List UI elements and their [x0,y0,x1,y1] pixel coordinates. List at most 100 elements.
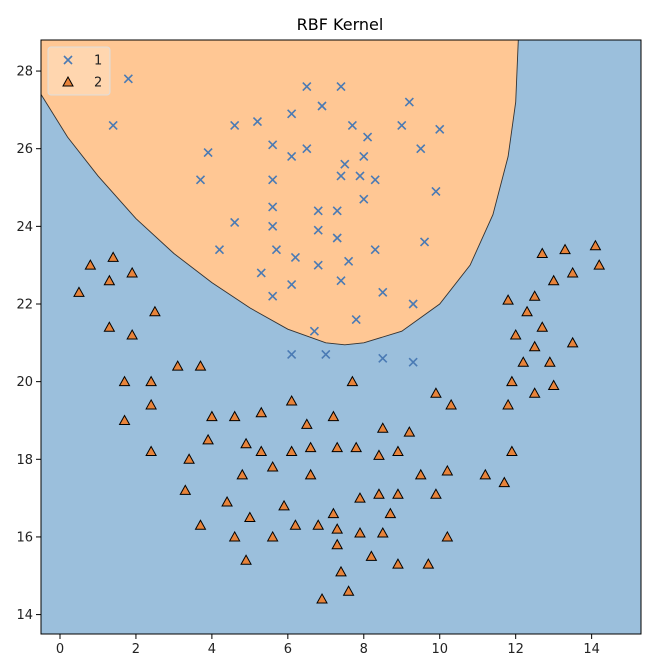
point-class-2 [316,593,328,604]
x-axis: 0 2 4 6 8 10 12 14 [56,634,600,657]
y-tick-label: 26 [16,142,33,157]
x-tick-label: 12 [507,642,524,657]
point-class-1 [268,291,278,301]
point-class-2 [312,519,325,530]
point-class-1 [321,349,331,360]
point-class-1 [313,225,323,235]
point-class-2 [479,468,492,480]
point-class-1 [332,206,342,216]
point-class-2 [118,414,131,425]
point-class-2 [521,305,533,317]
legend: 12 [47,46,111,96]
point-class-2 [441,464,454,476]
point-class-2 [73,286,85,297]
point-class-2 [528,340,541,352]
point-class-1 [344,256,354,266]
point-class-1 [359,151,369,162]
point-class-1 [256,268,266,278]
point-class-2 [506,445,518,457]
point-class-1 [404,97,414,107]
plot-frame [40,39,642,635]
point-class-1 [287,109,297,119]
point-class-2 [593,259,606,270]
point-class-1 [313,260,323,270]
point-class-2 [278,499,290,511]
point-class-2 [331,538,344,550]
point-class-1 [378,287,388,297]
y-tick-label: 18 [16,453,33,468]
point-class-2 [285,445,298,457]
point-class-1 [355,171,365,181]
point-class-2 [244,511,256,523]
point-class-2 [384,507,397,519]
point-class-2 [194,360,207,371]
point-class-1 [347,120,357,130]
point-class-1 [268,202,278,212]
point-class-1 [108,120,118,130]
point-class-1 [252,116,263,127]
point-class-1 [416,144,426,154]
point-class-2 [240,437,252,449]
y-tick-label: 20 [16,375,33,390]
point-class-2 [126,266,138,278]
point-class-2 [285,395,298,406]
legend-marker-1 [63,55,73,65]
point-class-1 [336,171,346,181]
point-class-1 [340,159,350,169]
point-class-1 [351,314,361,325]
decision-region-class-1 [41,40,519,345]
point-class-2 [403,426,416,437]
point-class-2 [517,356,530,367]
point-class-2 [335,565,347,577]
point-class-2 [509,329,522,340]
point-class-2 [414,468,427,480]
point-class-2 [506,375,518,387]
point-class-2 [528,290,541,301]
plot-area [41,40,641,634]
point-class-1 [317,101,327,111]
point-class-1 [230,120,240,130]
point-class-2 [422,558,435,569]
point-class-2 [331,441,344,453]
point-class-2 [236,468,249,480]
point-class-2 [194,519,207,530]
point-class-1 [230,217,240,228]
point-class-2 [221,495,233,507]
point-class-2 [327,410,340,422]
point-class-2 [183,453,195,464]
legend-label: 1 [94,54,102,69]
point-class-1 [302,82,312,92]
x-tick-label: 0 [56,642,64,657]
point-class-2 [145,375,157,387]
point-class-2 [430,488,442,499]
point-class-1 [370,175,380,185]
point-class-2 [445,398,457,410]
point-class-2 [145,445,157,457]
point-class-2 [145,398,157,410]
point-class-2 [327,507,340,519]
point-class-1 [268,140,278,150]
point-class-2 [171,360,184,371]
legend-marker-2 [62,75,74,87]
point-class-2 [304,441,317,453]
point-class-1 [336,276,346,286]
point-class-1 [214,245,225,255]
point-class-1 [408,299,418,309]
y-tick-label: 16 [16,530,33,545]
point-class-2 [373,449,385,460]
point-class-2 [289,519,302,530]
point-class-2 [107,251,120,262]
point-class-2 [103,321,116,332]
point-class-1 [370,245,380,255]
point-class-1 [271,245,282,255]
point-class-2 [346,375,359,387]
point-class-2 [354,492,366,503]
point-class-1 [309,326,319,336]
point-class-2 [84,259,97,270]
point-class-1 [203,148,213,158]
point-class-1 [332,233,342,243]
point-class-2 [589,239,602,251]
point-class-2 [547,379,560,391]
point-class-1 [287,280,297,290]
x-tick-label: 8 [360,642,368,657]
